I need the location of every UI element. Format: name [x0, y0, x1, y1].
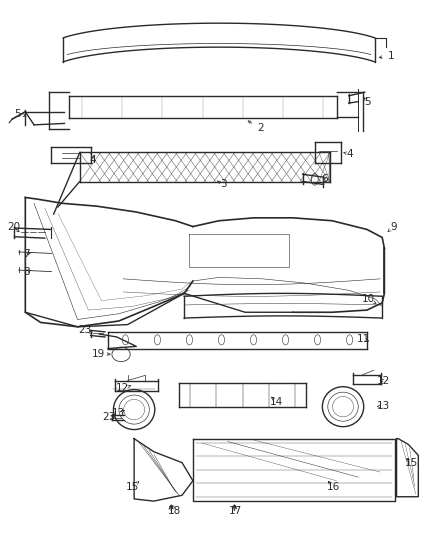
Text: 14: 14: [270, 397, 283, 407]
Text: 12: 12: [116, 383, 129, 393]
Text: 5: 5: [14, 109, 21, 119]
Text: 19: 19: [92, 349, 105, 359]
Text: 9: 9: [391, 222, 397, 231]
Text: 13: 13: [376, 401, 390, 411]
Text: 16: 16: [326, 482, 339, 491]
Text: 1: 1: [388, 51, 394, 61]
Text: 10: 10: [362, 294, 375, 304]
Text: 20: 20: [7, 222, 20, 231]
Text: 11: 11: [357, 334, 370, 344]
Text: 5: 5: [364, 96, 371, 107]
Text: 4: 4: [346, 149, 353, 159]
Text: 15: 15: [405, 458, 418, 467]
Text: 4: 4: [89, 155, 96, 165]
Text: 23: 23: [102, 412, 115, 422]
Text: 2: 2: [257, 124, 264, 133]
Text: 23: 23: [78, 325, 92, 335]
Text: 6: 6: [321, 174, 328, 184]
Text: 12: 12: [376, 376, 390, 385]
Text: 13: 13: [111, 408, 125, 418]
Text: 17: 17: [229, 506, 242, 516]
Text: 15: 15: [126, 482, 139, 491]
Text: 8: 8: [23, 266, 30, 277]
Text: 3: 3: [220, 180, 226, 189]
Text: 18: 18: [168, 506, 181, 516]
Text: 7: 7: [23, 249, 30, 259]
